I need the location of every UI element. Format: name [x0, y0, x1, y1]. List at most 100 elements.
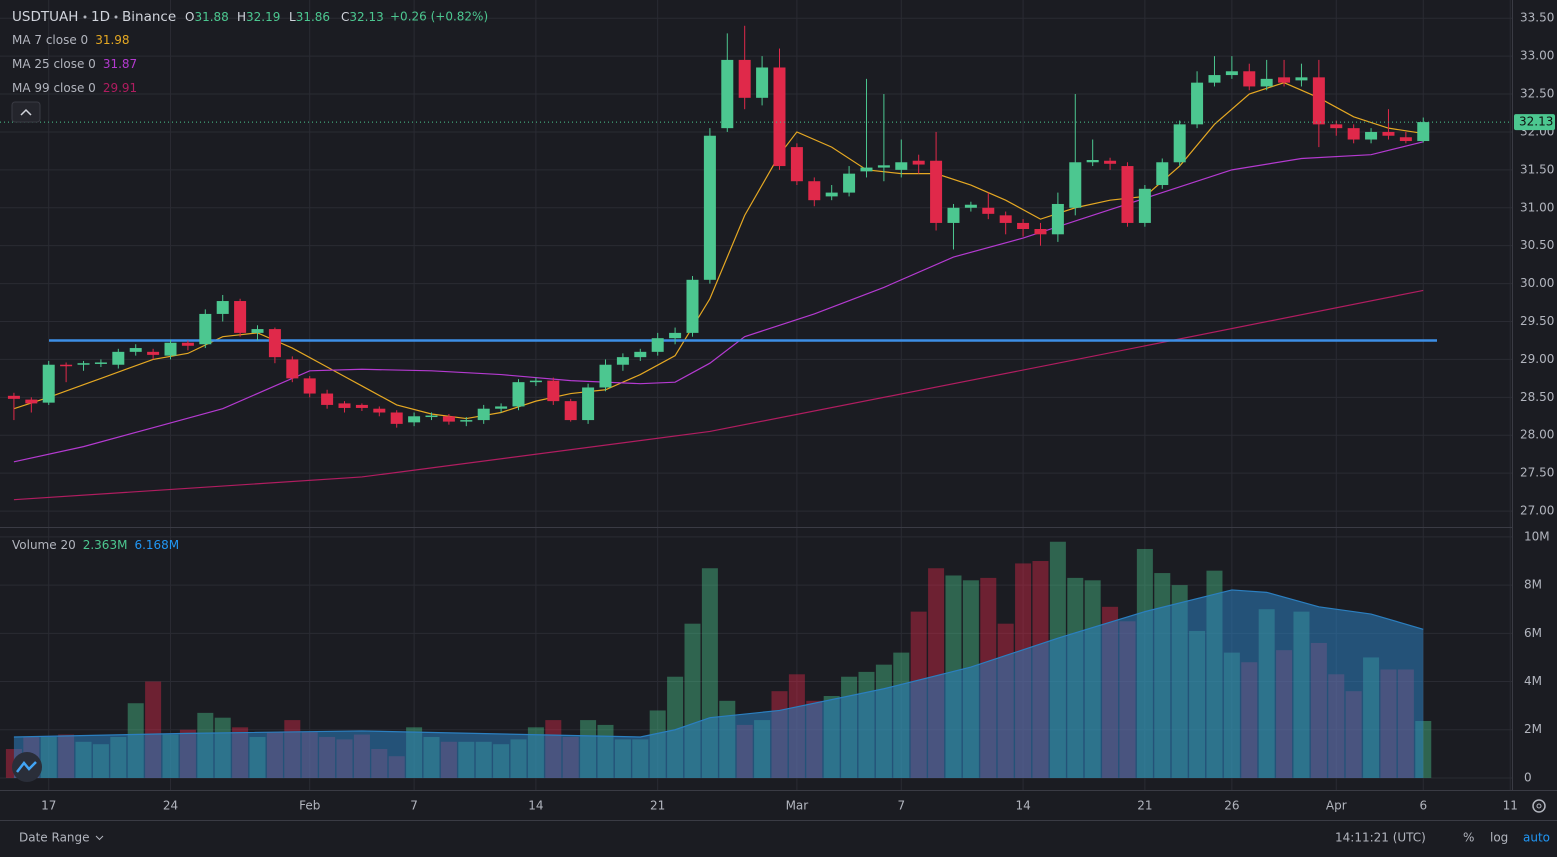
volume-ma-value: 6.168M: [134, 538, 179, 552]
ohlc-value: 31.88: [194, 10, 228, 24]
candle-body: [773, 67, 786, 167]
y-tick-label: 33.50: [1520, 11, 1554, 25]
change: +0.26 (+0.82%): [390, 10, 488, 24]
date-range-button[interactable]: Date Range: [19, 831, 90, 845]
candle-body: [1069, 162, 1082, 208]
volume-tick-label: 0: [1524, 770, 1532, 784]
x-tick-label: 7: [410, 799, 418, 813]
volume-ma-area: [13, 589, 1424, 778]
candle-body: [964, 204, 977, 208]
candle-body: [1382, 131, 1395, 136]
candle-body: [442, 416, 455, 422]
ohlc-value: 32.19: [246, 10, 280, 24]
separator-dot: [114, 15, 118, 19]
ohlc-legend: O31.88 H32.19 L31.86 C32.13 +0.26 (+0.82%): [185, 10, 488, 24]
candle-body: [547, 380, 560, 402]
candle-body: [599, 364, 612, 388]
x-tick-label: 14: [1015, 799, 1030, 813]
separator-dot: [83, 15, 87, 19]
candle-body: [1086, 159, 1099, 163]
y-tick-label: 32.50: [1520, 87, 1554, 101]
candle-body: [825, 192, 838, 197]
x-tick-label: Mar: [786, 799, 809, 813]
candle-body: [738, 59, 751, 98]
collapse-button[interactable]: [11, 101, 41, 123]
ma-line: [13, 289, 1424, 501]
candle-body: [1260, 78, 1273, 87]
y-tick-label: 30.50: [1520, 238, 1554, 252]
ma-legend-entry: MA 7 close 0 31.98: [12, 33, 130, 47]
candle-body: [843, 173, 856, 193]
dropdown-icon: [95, 835, 104, 841]
x-tick-label: 14: [528, 799, 543, 813]
candle-body: [60, 364, 73, 367]
candle-body: [999, 215, 1012, 223]
candle-body: [112, 351, 125, 365]
candle-body: [1417, 122, 1430, 142]
ma-value: 31.98: [95, 33, 129, 47]
candle-body: [1295, 77, 1308, 81]
candle-body: [1399, 137, 1412, 142]
candle-body: [1278, 77, 1291, 83]
candle-body: [1121, 166, 1134, 223]
candle-body: [181, 342, 194, 346]
ohlc-values: O31.88 H32.19 L31.86 C32.13: [185, 10, 384, 24]
candle-body: [529, 380, 542, 383]
candle-body: [895, 162, 908, 170]
ma-value: 31.87: [103, 57, 137, 71]
candle-body: [1017, 222, 1030, 229]
log-toggle[interactable]: log: [1490, 831, 1508, 845]
candle-body: [1243, 71, 1256, 87]
ma-name: MA 7 close 0: [12, 33, 88, 47]
collapse-icon: [20, 108, 32, 116]
y-tick-label: 27.50: [1520, 466, 1554, 480]
ma-legend-entry: MA 99 close 0 29.91: [12, 81, 137, 95]
settings-icon[interactable]: [1532, 799, 1546, 813]
candle-body: [390, 412, 403, 424]
candle-body: [25, 399, 38, 404]
candle-body: [1034, 228, 1047, 235]
logo-mark: [16, 761, 37, 773]
y-tick-label: 31.50: [1520, 162, 1554, 176]
ohlc-key: L: [289, 10, 296, 24]
ma-value: 29.91: [103, 81, 137, 95]
candle-body: [268, 329, 281, 358]
x-tick-label: 11: [1503, 799, 1518, 813]
candle-body: [321, 393, 334, 405]
volume-legend-entry: Volume 20 2.363M 6.168M: [12, 538, 179, 552]
candle-body: [373, 408, 386, 413]
gear: [1532, 799, 1546, 813]
x-tick-label: 7: [897, 799, 905, 813]
candle-body: [216, 301, 229, 314]
candle-body: [1138, 188, 1151, 223]
candle-body: [460, 420, 473, 422]
candle-body: [1312, 77, 1325, 125]
auto-toggle[interactable]: auto: [1523, 831, 1550, 845]
ma-legend-entry: MA 25 close 0 31.87: [12, 57, 137, 71]
ma-line: [13, 141, 1424, 463]
volume-legend: Volume 20 2.363M 6.168M: [12, 538, 179, 552]
candle-body: [477, 408, 490, 421]
candle-body: [199, 313, 212, 345]
exchange: Binance: [122, 9, 176, 25]
candle-body: [686, 279, 699, 333]
candle-body: [669, 332, 682, 339]
candle-body: [651, 338, 664, 352]
candle-body: [147, 351, 160, 355]
candle-body: [7, 395, 20, 399]
candle-body: [1191, 82, 1204, 125]
percent-toggle[interactable]: %: [1463, 831, 1474, 845]
candle-body: [756, 67, 769, 98]
candle-body: [512, 382, 525, 407]
candle-body: [1208, 75, 1221, 83]
candle-body: [982, 207, 995, 214]
y-tick-label: 29.50: [1520, 314, 1554, 328]
volume-tick-label: 10M: [1524, 529, 1550, 543]
ohlc-key: O: [185, 10, 194, 24]
last-price-label: 32.13: [1519, 115, 1553, 129]
candle-body: [808, 181, 821, 201]
x-tick-label: 6: [1419, 799, 1427, 813]
volume-tick-label: 2M: [1524, 722, 1542, 736]
price-pane: [0, 25, 1512, 501]
ma-name: MA 25 close 0: [12, 57, 96, 71]
